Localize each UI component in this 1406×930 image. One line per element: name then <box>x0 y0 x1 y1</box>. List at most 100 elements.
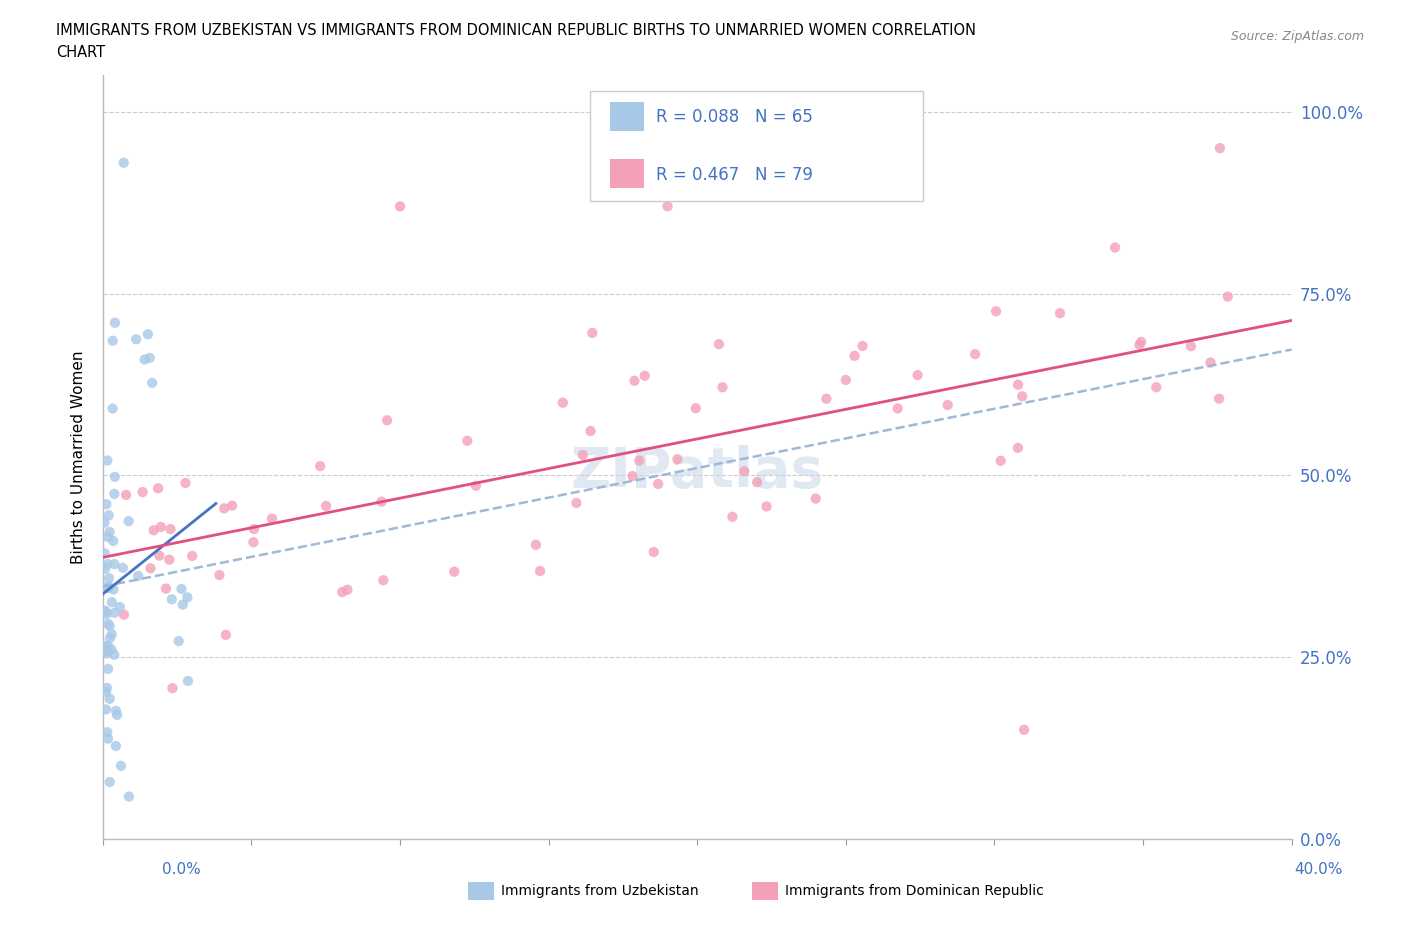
Point <box>104 315 127 330</box>
Text: R = 0.467   N = 79: R = 0.467 N = 79 <box>655 166 813 184</box>
Point <box>1011 389 1033 404</box>
Point <box>103 605 125 620</box>
Point <box>98 571 121 586</box>
Point <box>215 628 238 643</box>
Text: CHART: CHART <box>56 45 105 60</box>
Point <box>804 491 827 506</box>
Point <box>643 545 665 560</box>
Point <box>330 585 353 600</box>
Point <box>110 758 132 773</box>
Point <box>170 581 193 596</box>
Point <box>98 579 121 594</box>
Point <box>456 433 478 448</box>
Point <box>103 582 125 597</box>
Point <box>155 581 177 596</box>
Text: ZIPatlas: ZIPatlas <box>571 445 824 499</box>
Point <box>93 579 115 594</box>
Point <box>984 304 1007 319</box>
Point <box>93 604 115 618</box>
Point <box>581 326 603 340</box>
Point <box>94 702 117 717</box>
Text: 0.0%: 0.0% <box>162 862 201 877</box>
Point <box>97 508 120 523</box>
Point <box>104 703 127 718</box>
Point <box>108 600 131 615</box>
Point <box>117 513 139 528</box>
Point <box>965 347 987 362</box>
Point <box>208 567 231 582</box>
Point <box>990 453 1012 468</box>
Point <box>172 597 194 612</box>
Point <box>148 548 170 563</box>
Point <box>174 475 197 490</box>
Point <box>524 538 547 552</box>
Point <box>97 639 120 654</box>
Point <box>97 617 120 631</box>
Point <box>1209 140 1232 155</box>
Point <box>94 561 117 576</box>
Point <box>98 691 121 706</box>
Point <box>105 708 128 723</box>
Point <box>162 681 184 696</box>
Point <box>97 529 120 544</box>
Text: Source: ZipAtlas.com: Source: ZipAtlas.com <box>1230 30 1364 43</box>
Point <box>177 673 200 688</box>
Point <box>721 510 744 525</box>
Point <box>94 639 117 654</box>
Point <box>142 523 165 538</box>
Point <box>844 349 866 364</box>
Point <box>851 339 873 353</box>
Point <box>101 627 124 642</box>
Text: 40.0%: 40.0% <box>1295 862 1343 877</box>
Point <box>628 453 651 468</box>
Point <box>260 512 283 526</box>
Point <box>93 515 115 530</box>
Point <box>104 738 127 753</box>
Point <box>647 476 669 491</box>
Point <box>101 401 124 416</box>
Point <box>1007 378 1029 392</box>
Point <box>1144 379 1167 394</box>
Bar <box>610 159 644 189</box>
Point <box>565 496 588 511</box>
Point <box>94 604 117 619</box>
Point <box>96 645 118 660</box>
Point <box>159 522 181 537</box>
Point <box>711 379 734 394</box>
Point <box>685 401 707 416</box>
Point <box>835 373 858 388</box>
Point <box>1007 441 1029 456</box>
Point <box>103 647 125 662</box>
Point <box>118 789 141 804</box>
Point <box>336 582 359 597</box>
Point <box>657 199 679 214</box>
Point <box>181 549 204 564</box>
Point <box>134 352 156 367</box>
Point <box>112 155 135 170</box>
Point <box>149 520 172 535</box>
Point <box>141 376 163 391</box>
Point <box>98 618 121 633</box>
Point <box>242 535 264 550</box>
Point <box>623 373 645 388</box>
Point <box>1216 289 1239 304</box>
Point <box>96 497 118 512</box>
Point <box>375 413 398 428</box>
Point <box>101 595 124 610</box>
Point <box>666 452 689 467</box>
Point <box>131 485 153 499</box>
Point <box>529 564 551 578</box>
Point <box>97 661 120 676</box>
Point <box>139 561 162 576</box>
Point <box>370 494 392 509</box>
Point <box>389 199 412 214</box>
Point <box>1130 335 1153 350</box>
Point <box>103 486 125 501</box>
Point <box>315 498 337 513</box>
Point <box>101 333 124 348</box>
Point <box>93 546 115 561</box>
Point <box>96 453 118 468</box>
Point <box>125 332 148 347</box>
Point <box>571 447 593 462</box>
Point <box>96 606 118 621</box>
